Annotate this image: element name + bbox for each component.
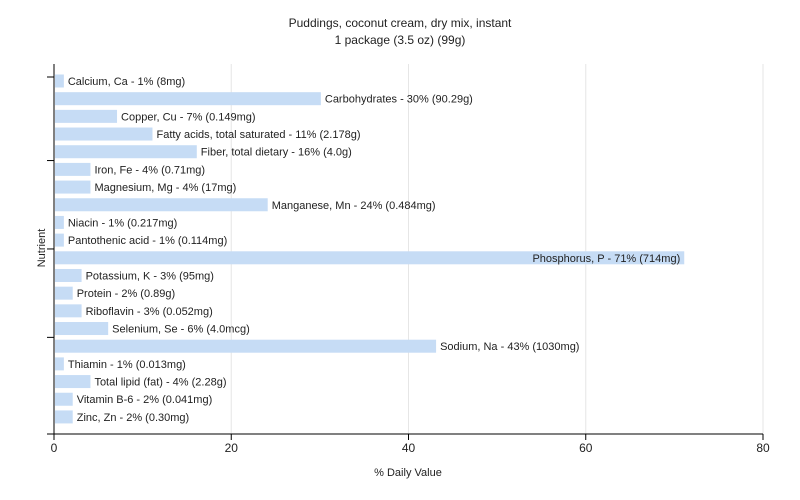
bar bbox=[55, 127, 153, 141]
data-label: Sodium, Na - 43% (1030mg) bbox=[440, 341, 579, 353]
bar bbox=[55, 74, 64, 88]
bar bbox=[55, 162, 91, 176]
gridlines bbox=[230, 64, 764, 434]
bar bbox=[55, 268, 82, 282]
data-label: Fiber, total dietary - 16% (4.0g) bbox=[201, 147, 352, 159]
bar bbox=[55, 109, 118, 123]
bar bbox=[55, 392, 73, 406]
x-axis-label: % Daily Value bbox=[374, 467, 442, 479]
data-label: Total lipid (fat) - 4% (2.28g) bbox=[94, 377, 226, 389]
data-label: Pantothenic acid - 1% (0.114mg) bbox=[68, 235, 227, 247]
x-tick-label: 80 bbox=[756, 441, 770, 455]
data-label: Protein - 2% (0.89g) bbox=[77, 288, 175, 300]
data-label: Zinc, Zn - 2% (0.30mg) bbox=[77, 412, 189, 424]
bar bbox=[55, 339, 437, 353]
data-label: Selenium, Se - 6% (4.0mcg) bbox=[112, 324, 250, 336]
x-tick-label: 40 bbox=[402, 441, 416, 455]
chart-subtitle: 1 package (3.5 oz) (99g) bbox=[334, 33, 466, 47]
bar bbox=[55, 304, 82, 318]
chart-title: Puddings, coconut cream, dry mix, instan… bbox=[288, 16, 512, 30]
x-tick-label: 60 bbox=[579, 441, 593, 455]
bar bbox=[55, 251, 685, 265]
bar bbox=[55, 145, 197, 159]
bars: Calcium, Ca - 1% (8mg) Carbohydrates - 30… bbox=[55, 74, 685, 424]
data-label: Magnesium, Mg - 4% (17mg) bbox=[94, 182, 236, 194]
data-label: Riboflavin - 3% (0.052mg) bbox=[86, 306, 213, 318]
data-label: Carbohydrates - 30% (90.29g) bbox=[325, 94, 473, 106]
bar bbox=[55, 375, 91, 389]
axes: 0 20 40 60 80 bbox=[47, 64, 770, 455]
x-tick-label: 0 bbox=[51, 441, 58, 455]
bar bbox=[55, 410, 73, 424]
data-label: Potassium, K - 3% (95mg) bbox=[86, 270, 214, 282]
data-label: Vitamin B-6 - 2% (0.041mg) bbox=[77, 394, 213, 406]
data-label: Manganese, Mn - 24% (0.484mg) bbox=[272, 200, 436, 212]
bar bbox=[55, 233, 64, 247]
bar bbox=[55, 322, 109, 336]
data-label: Copper, Cu - 7% (0.149mg) bbox=[121, 111, 256, 123]
data-label: Calcium, Ca - 1% (8mg) bbox=[68, 76, 185, 88]
data-label: Iron, Fe - 4% (0.71mg) bbox=[94, 164, 205, 176]
bar bbox=[55, 286, 73, 300]
data-label: Thiamin - 1% (0.013mg) bbox=[68, 359, 186, 371]
data-label: Niacin - 1% (0.217mg) bbox=[68, 217, 177, 229]
bar bbox=[55, 215, 64, 229]
bar bbox=[55, 198, 268, 212]
bar bbox=[55, 180, 91, 194]
x-tick-label: 20 bbox=[225, 441, 239, 455]
bar bbox=[55, 92, 321, 106]
data-label: Fatty acids, total saturated - 11% (2.17… bbox=[156, 129, 360, 141]
y-axis-label: Nutrient bbox=[36, 229, 48, 268]
data-label: Phosphorus, P - 71% (714mg) bbox=[532, 253, 680, 265]
bar bbox=[55, 357, 64, 371]
